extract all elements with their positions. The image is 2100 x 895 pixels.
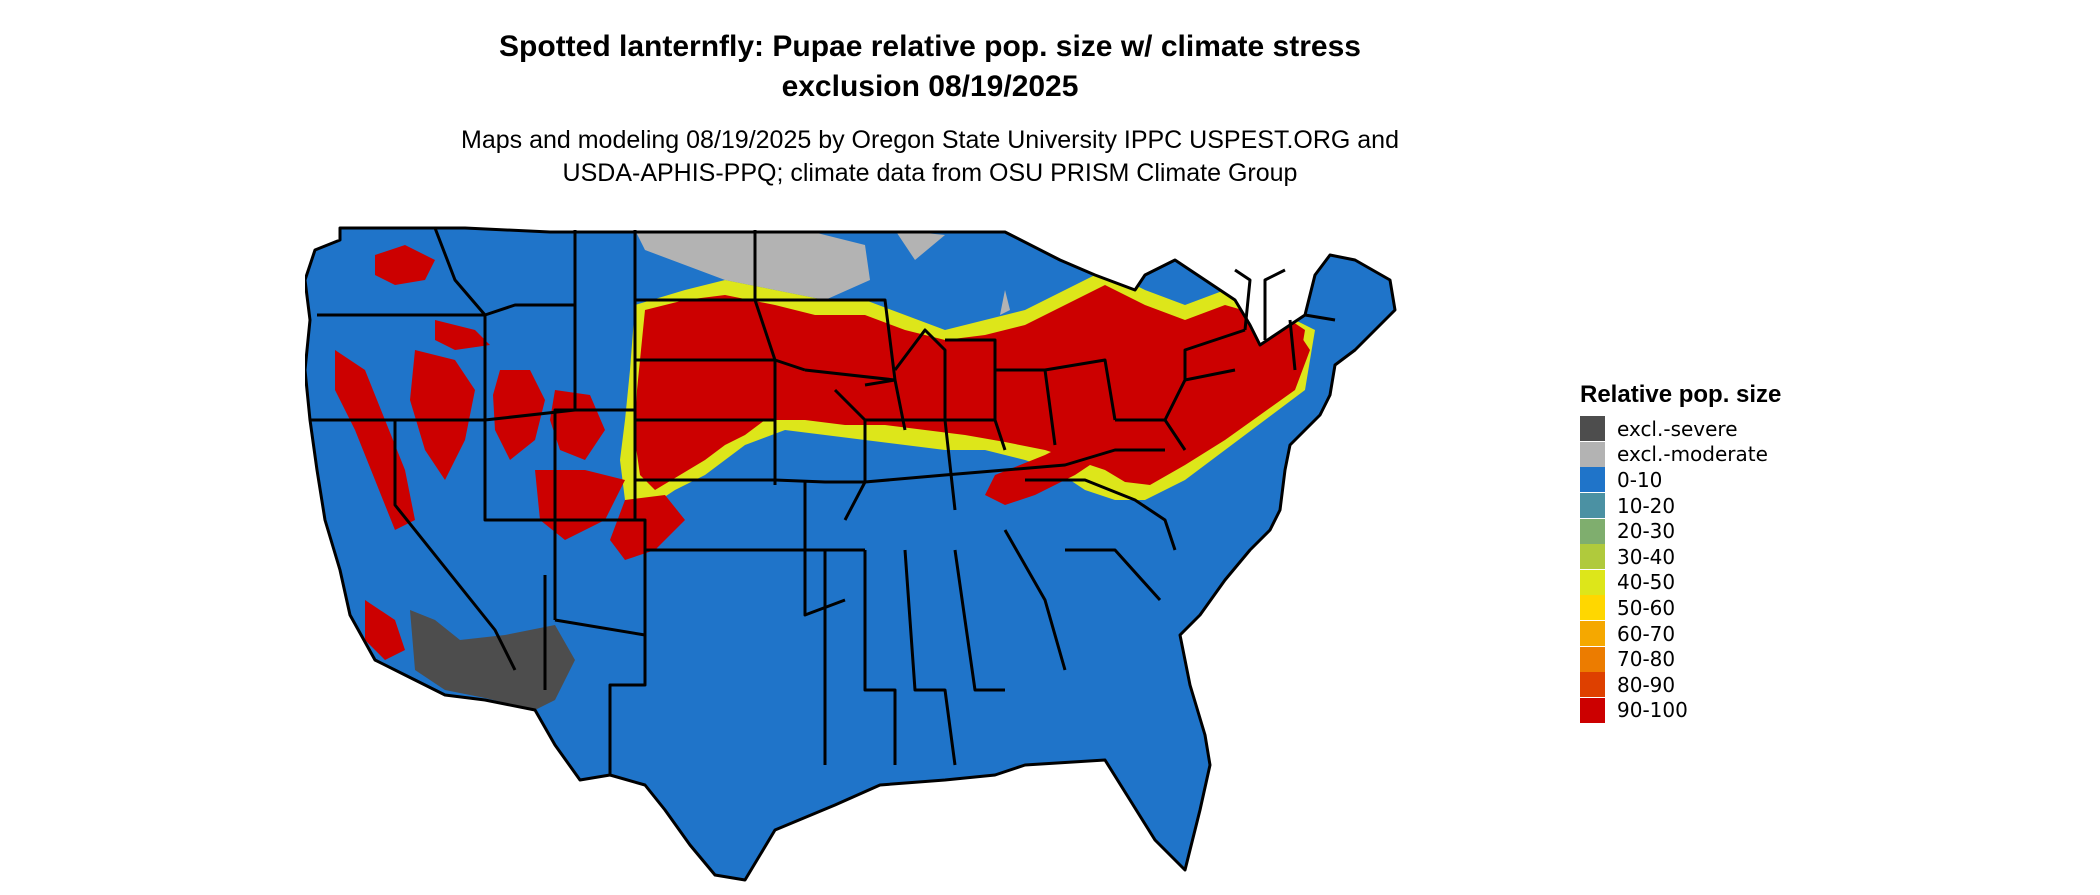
- legend-item: excl.-severe: [1580, 416, 1781, 442]
- legend-item: 10-20: [1580, 493, 1781, 519]
- map-region-excl-moderate-3: [1000, 290, 1010, 315]
- legend-label: 50-60: [1617, 595, 1676, 620]
- legend-swatch: [1580, 569, 1605, 595]
- map-subtitle-line-2: USDA-APHIS-PPQ; climate data from OSU PR…: [562, 159, 1298, 187]
- map-region-excl-severe: [410, 610, 575, 710]
- legend-label: 60-70: [1617, 621, 1676, 646]
- legend-label: 20-30: [1617, 519, 1676, 544]
- legend-swatch: [1580, 544, 1605, 570]
- legend-swatch: [1580, 646, 1605, 672]
- map-region-excl-moderate-2: [895, 230, 945, 260]
- legend-item: 40-50: [1580, 569, 1781, 596]
- legend-label: excl.-moderate: [1617, 442, 1768, 467]
- legend-label: 70-80: [1617, 647, 1676, 672]
- map-region-west-8: [610, 495, 685, 560]
- legend-swatch: [1580, 697, 1605, 723]
- map-region-west-9: [365, 600, 405, 660]
- legend-item: 20-30: [1580, 518, 1781, 544]
- map-region-90-100: [635, 285, 1310, 490]
- legend-title: Relative pop. size: [1580, 381, 1782, 408]
- map-region-west-4: [410, 350, 475, 480]
- map-region-west-2: [435, 320, 490, 350]
- map-region-excl-moderate: [635, 230, 870, 300]
- state-boundaries: [303, 226, 1397, 882]
- us-map-svg: [303, 226, 1397, 882]
- legend-swatch: [1580, 621, 1605, 647]
- legend-swatch: [1580, 441, 1605, 467]
- legend-label: 80-90: [1617, 672, 1676, 697]
- legend-label: 30-40: [1617, 544, 1676, 569]
- legend-label: 10-20: [1617, 493, 1676, 518]
- map-title-line-1: Spotted lanternfly: Pupae relative pop. …: [499, 30, 1361, 63]
- map-title-line-2: exclusion 08/19/2025: [781, 70, 1079, 103]
- legend-swatch: [1580, 595, 1605, 621]
- map-region-west-7: [535, 470, 625, 540]
- map-region-west-6: [550, 390, 605, 460]
- map-region-west-1: [375, 245, 435, 285]
- us-map: [303, 220, 1560, 890]
- legend-item: 50-60: [1580, 595, 1781, 621]
- legend-items: excl.-severe excl.-moderate 0-10 10-20 20-30…: [1580, 416, 1781, 723]
- legend-item: 0-10: [1580, 467, 1781, 493]
- legend-swatch: [1580, 467, 1605, 493]
- legend-item: 30-40: [1580, 544, 1781, 570]
- legend-swatch: [1580, 518, 1605, 544]
- map-subtitle-line-1: Maps and modeling 08/19/2025 by Oregon S…: [461, 126, 1399, 154]
- map-region-appalachian: [985, 420, 1135, 505]
- legend-item: 70-80: [1580, 646, 1781, 672]
- legend-item: excl.-moderate: [1580, 441, 1781, 468]
- legend-swatch: [1580, 672, 1605, 698]
- legend-label: excl.-severe: [1617, 416, 1738, 441]
- legend-item: 80-90: [1580, 672, 1781, 698]
- legend: Relative pop. size excl.-severe excl.-mod…: [1580, 380, 1781, 723]
- legend-label: 90-100: [1617, 698, 1688, 723]
- legend-item: 90-100: [1580, 697, 1781, 724]
- legend-swatch: [1580, 493, 1605, 519]
- legend-item: 60-70: [1580, 621, 1781, 647]
- legend-swatch: [1580, 416, 1605, 442]
- legend-label: 40-50: [1617, 570, 1676, 595]
- legend-label: 0-10: [1617, 467, 1663, 492]
